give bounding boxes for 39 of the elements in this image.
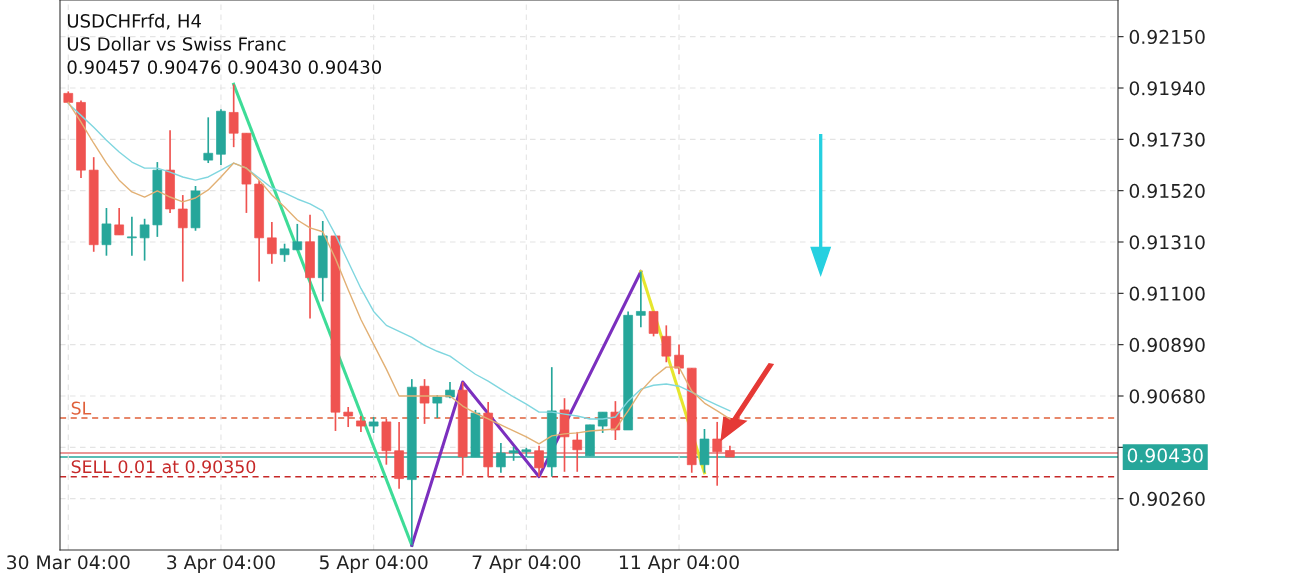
text: USDCHFrfd, H4 (67, 13, 201, 30)
annotation: 0.90457 0.90476 0.90430 0.90430 (67, 60, 382, 74)
y-tick-label: 0.91520 (1129, 183, 1205, 199)
y-tick-label: 0.90260 (1129, 491, 1205, 507)
candlestick (139, 217, 150, 262)
x-tick-label: 3 Apr 04:00 (167, 555, 275, 574)
ref-line-label: 0.90430 (1127, 448, 1203, 463)
candlestick (267, 221, 277, 265)
candlestick (343, 406, 353, 428)
ref-line-label: SELL 0.01 at 0.90350 (71, 460, 256, 474)
y-tick-label: 0.91730 (1129, 132, 1205, 147)
candlestick (636, 270, 646, 329)
candlestick (534, 445, 544, 478)
y-tick-label: 0.91100 (1129, 286, 1205, 301)
y-tick-label: 0.91940 (1129, 81, 1205, 96)
candlestick (661, 324, 672, 364)
candlestick (228, 83, 239, 148)
candlestick (572, 431, 583, 473)
candlestick (127, 215, 137, 257)
x-tick-label: 5 Apr 04:00 (319, 555, 428, 574)
ref-line-label: SL (71, 401, 92, 415)
candlestick (279, 242, 290, 263)
candlestick (292, 223, 303, 251)
candlestick (101, 207, 112, 257)
y-tick-label: 0.90680 (1129, 389, 1205, 404)
x-tick-label: 30 Mar 04:00 (7, 555, 130, 570)
text: US Dollar vs Swiss Franc (67, 36, 286, 51)
candlestick (712, 421, 722, 487)
y-tick-label: 0.90890 (1129, 337, 1205, 353)
x-tick-label: 11 Apr 04:00 (619, 555, 739, 574)
y-tick-label: 0.92150 (1129, 29, 1205, 45)
candlestick (203, 116, 214, 164)
candlestick (177, 194, 188, 283)
candlestick (674, 343, 684, 376)
candlestick (648, 310, 659, 338)
x-tick-label: 7 Apr 04:00 (472, 555, 581, 574)
y-tick-label: 0.91310 (1129, 235, 1205, 250)
candlestick (419, 378, 430, 425)
candlestick (114, 207, 124, 236)
